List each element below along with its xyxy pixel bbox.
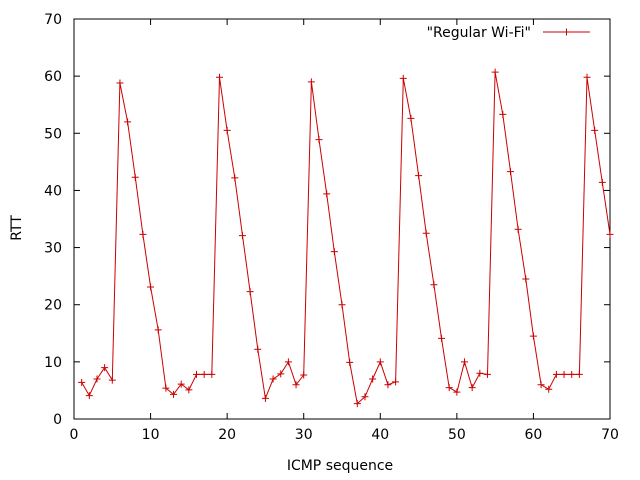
data-point (300, 371, 308, 379)
data-point (522, 275, 530, 283)
data-point (315, 136, 323, 144)
data-point (353, 400, 361, 408)
data-point (476, 369, 484, 377)
data-point (101, 364, 109, 372)
data-point (223, 126, 231, 134)
data-point (453, 388, 461, 396)
data-point (583, 73, 591, 81)
data-point (330, 248, 338, 256)
data-point (85, 392, 93, 400)
data-point (261, 394, 269, 402)
data-point (415, 172, 423, 180)
data-point (461, 358, 469, 366)
y-axis-label: RTT (9, 215, 25, 241)
y-tick-label: 70 (44, 12, 62, 28)
data-point (499, 110, 507, 118)
data-point (369, 375, 377, 383)
x-tick-label: 20 (218, 427, 236, 443)
data-point (139, 230, 147, 238)
data-point (392, 378, 400, 386)
data-point (422, 229, 430, 237)
data-point (537, 381, 545, 389)
data-point (78, 378, 86, 386)
plot-frame (73, 18, 611, 420)
data-point (269, 375, 277, 383)
data-point (407, 114, 415, 122)
data-point (591, 126, 599, 134)
data-point (545, 385, 553, 393)
data-point (438, 334, 446, 342)
data-point (177, 380, 185, 388)
x-tick-label: 0 (70, 427, 79, 443)
data-point (131, 173, 139, 181)
data-point (215, 73, 223, 81)
data-point (238, 232, 246, 240)
data-point (307, 78, 315, 86)
y-tick-label: 0 (53, 412, 62, 428)
data-point (231, 174, 239, 182)
x-tick-label: 70 (601, 427, 619, 443)
y-tick-label: 50 (44, 126, 62, 142)
data-point (193, 370, 201, 378)
data-point (162, 384, 170, 392)
data-point (491, 68, 499, 76)
y-tick-label: 60 (44, 69, 62, 85)
data-point (185, 386, 193, 394)
data-point (346, 358, 354, 366)
data-point (376, 358, 384, 366)
data-point (514, 225, 522, 233)
x-tick-label: 60 (525, 427, 543, 443)
data-point (384, 381, 392, 389)
data-point (552, 370, 560, 378)
data-point (568, 370, 576, 378)
data-point (254, 345, 262, 353)
data-point (445, 384, 453, 392)
data-point (606, 230, 614, 238)
data-point (338, 301, 346, 309)
data-point (575, 370, 583, 378)
data-point (284, 358, 292, 366)
data-point (208, 370, 216, 378)
data-point (170, 390, 178, 398)
x-tick-label: 10 (142, 427, 160, 443)
data-point (147, 283, 155, 291)
data-point (483, 370, 491, 378)
data-point (560, 370, 568, 378)
data-point (116, 79, 124, 87)
legend: "Regular Wi-Fi" (427, 25, 590, 41)
y-tick-label: 20 (44, 298, 62, 314)
data-point (277, 370, 285, 378)
series-line (81, 72, 611, 405)
data-point (200, 370, 208, 378)
data-point (506, 168, 514, 176)
data-point (93, 375, 101, 383)
x-tick-label: 50 (448, 427, 466, 443)
legend-label: "Regular Wi-Fi" (427, 25, 531, 41)
data-point (154, 326, 162, 334)
y-tick-label: 30 (44, 241, 62, 257)
legend-marker (563, 28, 570, 36)
data-point (529, 332, 537, 340)
y-tick-label: 10 (44, 355, 62, 371)
data-point (108, 376, 116, 384)
data-point (246, 288, 254, 296)
data-point (124, 118, 132, 126)
data-point (598, 178, 606, 186)
data-point (361, 393, 369, 401)
data-point (430, 281, 438, 289)
data-point (292, 381, 300, 389)
y-tick-label: 40 (44, 183, 62, 199)
data-point (399, 74, 407, 82)
data-point (323, 190, 331, 198)
data-point (468, 384, 476, 392)
x-tick-label: 40 (371, 427, 389, 443)
x-tick-label: 30 (295, 427, 313, 443)
x-axis-label: ICMP sequence (287, 458, 393, 474)
